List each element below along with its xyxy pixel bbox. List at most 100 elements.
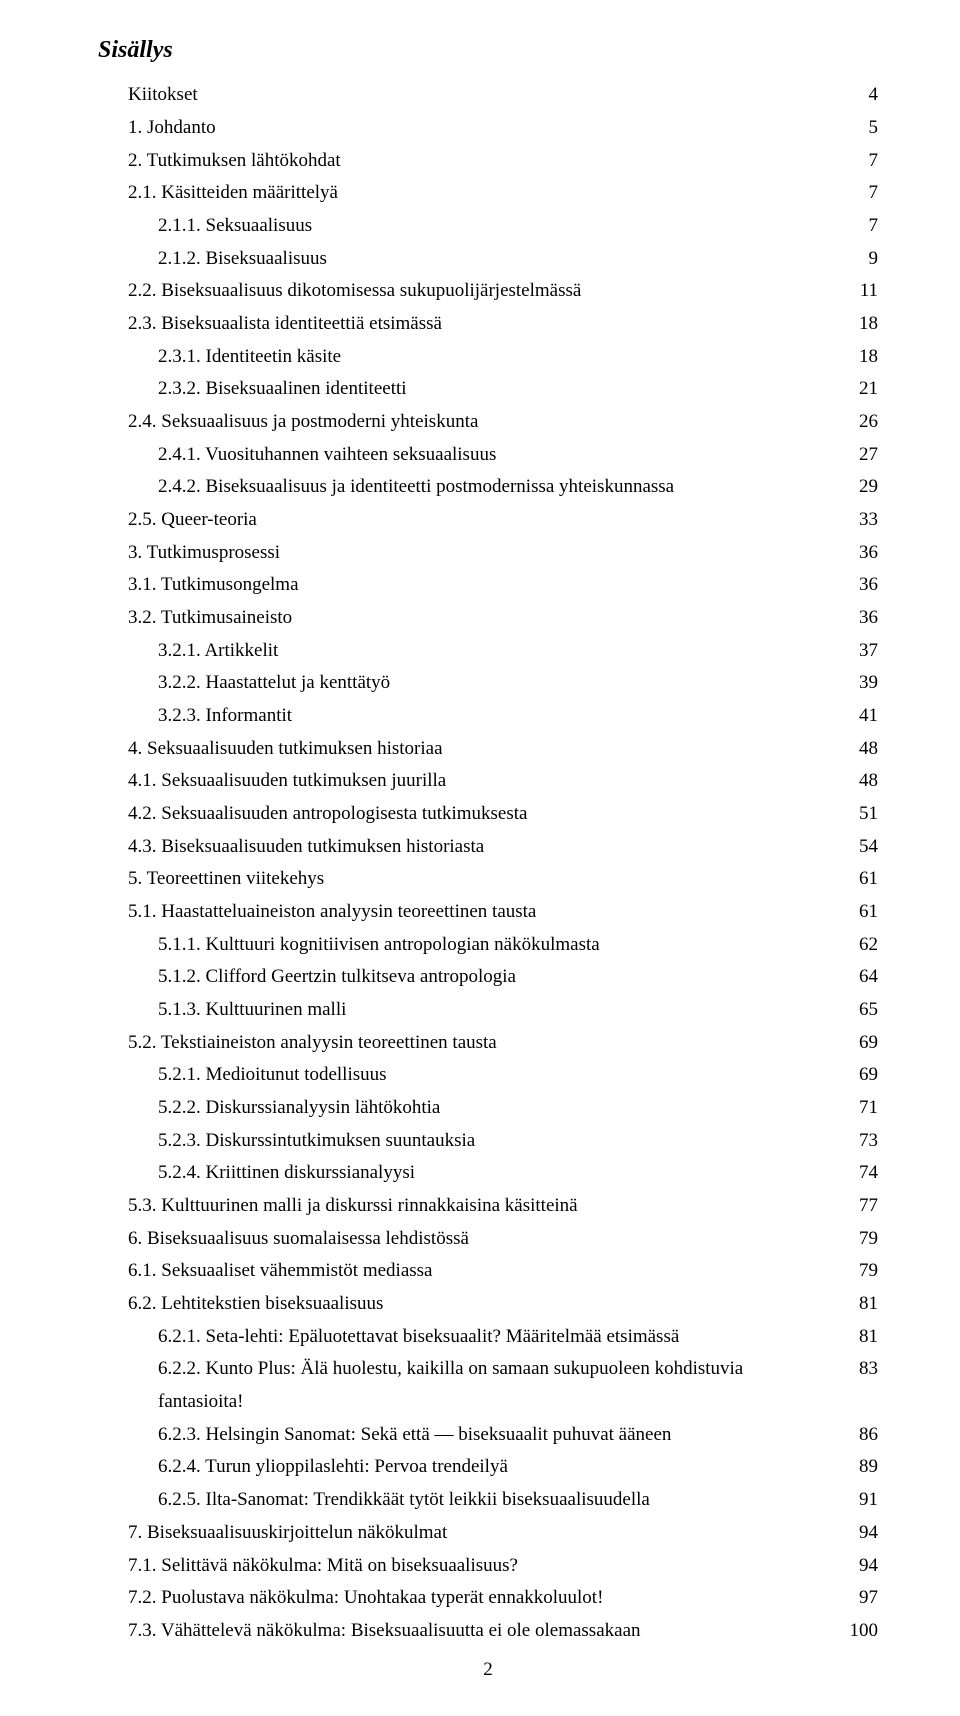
toc-entry-page: 7 (828, 177, 878, 210)
toc-entry: 2.4.2. Biseksuaalisuus ja identiteetti p… (98, 471, 878, 504)
toc-entry: 3.2. Tutkimusaineisto36 (98, 602, 878, 635)
toc-entry-label: 6. Biseksuaalisuus suomalaisessa lehdist… (128, 1223, 828, 1256)
toc-entry-page: 69 (828, 1059, 878, 1092)
toc-entry-page: 7 (828, 210, 878, 243)
toc-entry-page: 86 (828, 1419, 878, 1452)
toc-entry: 5. Teoreettinen viitekehys61 (98, 863, 878, 896)
toc-entry-label: 2.3.1. Identiteetin käsite (158, 341, 828, 374)
toc-entry: 2.3.2. Biseksuaalinen identiteetti21 (98, 373, 878, 406)
toc-title: Sisällys (98, 30, 878, 71)
toc-entry-label: 2.2. Biseksuaalisuus dikotomisessa sukup… (128, 275, 828, 308)
toc-entry-label: 5.2.2. Diskurssianalyysin lähtökohtia (158, 1092, 828, 1125)
toc-entry: 6.2.1. Seta-lehti: Epäluotettavat biseks… (98, 1321, 878, 1354)
toc-entry-page: 94 (828, 1517, 878, 1550)
toc-entry: 6.2. Lehtitekstien biseksuaalisuus81 (98, 1288, 878, 1321)
toc-entry-page: 94 (828, 1550, 878, 1583)
toc-entry: 5.1.2. Clifford Geertzin tulkitseva antr… (98, 961, 878, 994)
toc-entry: 3. Tutkimusprosessi36 (98, 537, 878, 570)
toc-entry-page: 73 (828, 1125, 878, 1158)
toc-entry-label: 5.1.3. Kulttuurinen malli (158, 994, 828, 1027)
toc-entry-label: 2.4.2. Biseksuaalisuus ja identiteetti p… (158, 471, 828, 504)
toc-entry-label: 2.1.2. Biseksuaalisuus (158, 243, 828, 276)
toc-entry-page: 33 (828, 504, 878, 537)
toc-entry: 4. Seksuaalisuuden tutkimuksen historiaa… (98, 733, 878, 766)
toc-entry-page: 18 (828, 341, 878, 374)
toc-entry-label: 2. Tutkimuksen lähtökohdat (128, 145, 828, 178)
toc-entry-label: 2.1.1. Seksuaalisuus (158, 210, 828, 243)
toc-entry-page: 61 (828, 896, 878, 929)
toc-entry-label: 4.1. Seksuaalisuuden tutkimuksen juurill… (128, 765, 828, 798)
toc-entry-label: 7.2. Puolustava näkökulma: Unohtakaa typ… (128, 1582, 828, 1615)
toc-entry-label: 2.5. Queer-teoria (128, 504, 828, 537)
toc-entry-label: 6.2.2. Kunto Plus: Älä huolestu, kaikill… (158, 1353, 828, 1418)
toc-entry-page: 37 (828, 635, 878, 668)
toc-entry-label: 5.2.4. Kriittinen diskurssianalyysi (158, 1157, 828, 1190)
toc-entry: 6.2.4. Turun ylioppilaslehti: Pervoa tre… (98, 1451, 878, 1484)
toc-entry: 3.2.3. Informantit41 (98, 700, 878, 733)
toc-entry-page: 7 (828, 145, 878, 178)
toc-entry: 2.1.1. Seksuaalisuus7 (98, 210, 878, 243)
toc-entry-label: 4. Seksuaalisuuden tutkimuksen historiaa (128, 733, 828, 766)
toc-entry-page: 71 (828, 1092, 878, 1125)
toc-entry: 5.2.1. Medioitunut todellisuus69 (98, 1059, 878, 1092)
toc-entry-page: 36 (828, 569, 878, 602)
toc-entry-page: 62 (828, 929, 878, 962)
toc-entry-label: 6.2.4. Turun ylioppilaslehti: Pervoa tre… (158, 1451, 828, 1484)
toc-entry-page: 11 (828, 275, 878, 308)
toc-entry-page: 26 (828, 406, 878, 439)
toc-entry-label: 6.2. Lehtitekstien biseksuaalisuus (128, 1288, 828, 1321)
toc-entry: 7.2. Puolustava näkökulma: Unohtakaa typ… (98, 1582, 878, 1615)
toc-entry-label: 3.2.2. Haastattelut ja kenttätyö (158, 667, 828, 700)
toc-entry-page: 21 (828, 373, 878, 406)
toc-entry-label: Kiitokset (128, 79, 828, 112)
toc-entry-page: 69 (828, 1027, 878, 1060)
toc-entry: 5.3. Kulttuurinen malli ja diskurssi rin… (98, 1190, 878, 1223)
toc-entry-label: 2.3. Biseksuaalista identiteettiä etsimä… (128, 308, 828, 341)
toc-entry-label: 6.2.3. Helsingin Sanomat: Sekä että — bi… (158, 1419, 828, 1452)
toc-entry: 1. Johdanto5 (98, 112, 878, 145)
toc-entry: 6.1. Seksuaaliset vähemmistöt mediassa79 (98, 1255, 878, 1288)
toc-entry-label: 7.1. Selittävä näkökulma: Mitä on biseks… (128, 1550, 828, 1583)
toc-entry-page: 61 (828, 863, 878, 896)
toc-entry-page: 41 (828, 700, 878, 733)
toc-entry-page: 51 (828, 798, 878, 831)
toc-entry-label: 3. Tutkimusprosessi (128, 537, 828, 570)
toc-entry-page: 81 (828, 1321, 878, 1354)
toc-entry-page: 79 (828, 1223, 878, 1256)
toc-entry: 2. Tutkimuksen lähtökohdat7 (98, 145, 878, 178)
toc-entry: 5.1. Haastatteluaineiston analyysin teor… (98, 896, 878, 929)
document-page: Sisällys Kiitokset41. Johdanto52. Tutkim… (0, 0, 960, 1716)
toc-entry: 4.2. Seksuaalisuuden antropologisesta tu… (98, 798, 878, 831)
toc-entry-page: 83 (828, 1353, 878, 1386)
toc-entry: 2.3.1. Identiteetin käsite18 (98, 341, 878, 374)
toc-entry-page: 4 (828, 79, 878, 112)
toc-entry: 5.2.2. Diskurssianalyysin lähtökohtia71 (98, 1092, 878, 1125)
toc-entry: 5.1.3. Kulttuurinen malli65 (98, 994, 878, 1027)
toc-entry: 5.2. Tekstiaineiston analyysin teoreetti… (98, 1027, 878, 1060)
toc-entry: 2.5. Queer-teoria33 (98, 504, 878, 537)
toc-entry: 2.1. Käsitteiden määrittelyä7 (98, 177, 878, 210)
toc-entry-label: 2.3.2. Biseksuaalinen identiteetti (158, 373, 828, 406)
toc-entry-label: 7.3. Vähättelevä näkökulma: Biseksuaalis… (128, 1615, 828, 1648)
toc-entry: 5.2.4. Kriittinen diskurssianalyysi74 (98, 1157, 878, 1190)
toc-entry-label: 5.2. Tekstiaineiston analyysin teoreetti… (128, 1027, 828, 1060)
toc-entry-page: 89 (828, 1451, 878, 1484)
toc-entry-label: 4.2. Seksuaalisuuden antropologisesta tu… (128, 798, 828, 831)
toc-entry: 4.1. Seksuaalisuuden tutkimuksen juurill… (98, 765, 878, 798)
toc-entry-page: 91 (828, 1484, 878, 1517)
toc-entry-page: 27 (828, 439, 878, 472)
toc-entry-page: 81 (828, 1288, 878, 1321)
toc-entry-label: 5.3. Kulttuurinen malli ja diskurssi rin… (128, 1190, 828, 1223)
toc-entry-page: 100 (828, 1615, 878, 1648)
toc-entry-page: 74 (828, 1157, 878, 1190)
toc-entry-page: 48 (828, 765, 878, 798)
toc-entry-label: 6.2.1. Seta-lehti: Epäluotettavat biseks… (158, 1321, 828, 1354)
toc-entry-label: 5. Teoreettinen viitekehys (128, 863, 828, 896)
toc-entry: 3.2.1. Artikkelit37 (98, 635, 878, 668)
toc-entry-page: 54 (828, 831, 878, 864)
toc-entry: 6.2.5. Ilta-Sanomat: Trendikkäät tytöt l… (98, 1484, 878, 1517)
toc-entry: 6. Biseksuaalisuus suomalaisessa lehdist… (98, 1223, 878, 1256)
toc-entry-page: 18 (828, 308, 878, 341)
toc-entry-label: 2.1. Käsitteiden määrittelyä (128, 177, 828, 210)
toc-entry-label: 7. Biseksuaalisuuskirjoittelun näkökulma… (128, 1517, 828, 1550)
